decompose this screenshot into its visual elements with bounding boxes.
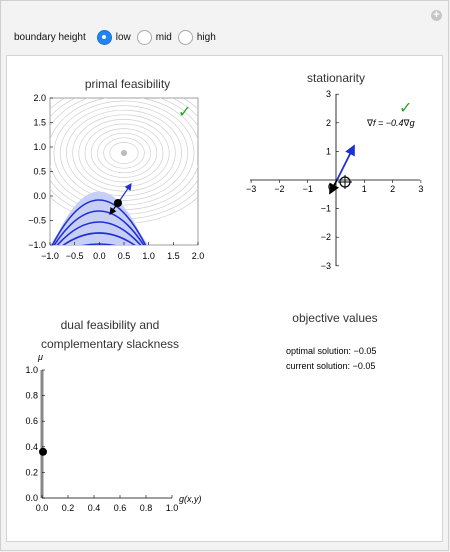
stationarity-y-tick-label: 3 xyxy=(326,89,331,99)
feasible-boundary-curve xyxy=(81,243,117,245)
contour-line xyxy=(109,142,139,164)
radio-low[interactable]: low xyxy=(96,29,131,45)
stationarity-y-tick-label: −3 xyxy=(321,261,331,271)
primal-check-icon: ✓ xyxy=(178,104,191,121)
radio-mid-indicator[interactable] xyxy=(136,29,152,45)
primal-y-tick-label: 0.5 xyxy=(33,167,46,177)
contour-line xyxy=(66,109,182,197)
radio-low-indicator[interactable] xyxy=(96,29,112,45)
stationarity-x-tick-label: −2 xyxy=(274,184,284,194)
contour-line xyxy=(72,114,176,192)
primal-y-tick-label: 1.5 xyxy=(33,118,46,128)
contour-line xyxy=(97,132,151,174)
stationarity-x-tick-label: 2 xyxy=(390,184,395,194)
primal-x-tick-label: 2.0 xyxy=(192,251,205,261)
stationarity-title: stationarity xyxy=(306,71,366,85)
dual-title-line2: complementary slackness xyxy=(40,337,180,351)
primal-contours xyxy=(50,98,198,245)
stationarity-x-tick-label: −1 xyxy=(303,184,313,194)
dual-x-tick-label: 0.0 xyxy=(36,503,49,513)
crosshair-icon[interactable] xyxy=(338,175,352,189)
feasible-boundary-curve xyxy=(53,210,145,245)
primal-x-tick-label: 0.0 xyxy=(93,251,106,261)
primal-y-tick-label: −1.0 xyxy=(28,240,46,250)
dual-x-tick-label: 0.6 xyxy=(114,503,127,513)
radio-high[interactable]: high xyxy=(177,29,216,45)
optimal-value: −0.05 xyxy=(353,346,377,356)
add-icon[interactable]: + xyxy=(431,10,442,21)
radio-high-label: high xyxy=(196,31,216,43)
dual-x-tick-label: 0.8 xyxy=(140,503,153,513)
current-solution-row: current solution: −0.05 xyxy=(286,361,375,371)
objective-title: objective values xyxy=(292,311,378,325)
radio-mid[interactable]: mid xyxy=(136,29,172,45)
current-label: current solution: xyxy=(286,361,351,371)
primal-y-tick-label: 0.0 xyxy=(33,191,46,201)
stationarity-check-icon: ✓ xyxy=(399,100,412,117)
boundary-height-control: boundary height low mid high xyxy=(14,27,222,47)
grad-f-arrow xyxy=(329,179,340,195)
dual-y-tick-label: 0.8 xyxy=(25,391,38,401)
stationarity-x-tick-label: 1 xyxy=(362,184,367,194)
primal-y-tick-label: 2.0 xyxy=(33,93,46,103)
primal-y-tick-label: 1.0 xyxy=(33,142,46,152)
current-value: −0.05 xyxy=(352,361,376,371)
stationarity-y-tick-label: 1 xyxy=(326,146,331,156)
radio-low-label: low xyxy=(115,31,131,43)
dual-title-line1: dual feasibility and xyxy=(60,318,160,332)
dual-y-tick-label: 0.2 xyxy=(25,467,38,477)
stationarity-x-tick-label: −3 xyxy=(246,184,256,194)
dual-axes: 0.0 0.2 0.4 0.6 0.8 1.0 1.0 0.8 0.6 0.4 0.2 0.0 xyxy=(25,365,178,513)
primal-unconstrained-minimum xyxy=(121,150,127,156)
dual-y-tick-label: 0.0 xyxy=(25,493,38,503)
feasible-boundary-curve xyxy=(62,232,136,245)
primal-x-tick-label: −0.5 xyxy=(66,251,84,261)
optimal-solution-row: optimal solution: −0.05 xyxy=(286,346,376,356)
contour-line xyxy=(53,100,195,206)
feasible-boundary-curve xyxy=(56,221,142,245)
contour-line xyxy=(78,119,170,187)
mu-point[interactable] xyxy=(39,447,47,456)
primal-y-tick-label: −0.5 xyxy=(28,216,46,226)
optimal-label: optimal solution: xyxy=(286,346,352,356)
dual-y-tick-label: 0.6 xyxy=(25,416,38,426)
dual-x-axis-label: g(x,y) xyxy=(179,494,202,504)
primal-x-tick-label: 1.0 xyxy=(142,251,155,261)
radio-high-indicator[interactable] xyxy=(177,29,193,45)
radio-mid-label: mid xyxy=(155,31,172,43)
primal-x-tick-label: −1.0 xyxy=(41,251,59,261)
dual-x-tick-label: 0.2 xyxy=(62,503,75,513)
stationarity-equation: ∇f = −0.4∇g xyxy=(367,118,415,128)
grad-g-arrow xyxy=(336,144,355,181)
contour-line xyxy=(103,137,145,169)
primal-x-tick-label: 0.5 xyxy=(118,251,131,261)
dual-y-axis-label: μ xyxy=(38,352,43,362)
primal-title: primal feasibility xyxy=(84,77,171,91)
contour-line xyxy=(59,105,189,201)
dual-y-tick-label: 1.0 xyxy=(25,365,38,375)
primal-current-point[interactable] xyxy=(114,199,122,207)
feasible-boundary-curve xyxy=(51,199,147,245)
dual-x-tick-label: 1.0 xyxy=(166,503,179,513)
stationarity-y-tick-label: −2 xyxy=(321,232,331,242)
boundary-height-label: boundary height xyxy=(14,31,86,43)
stationarity-y-tick-label: −1 xyxy=(321,204,331,214)
stationarity-y-tick-label: 2 xyxy=(326,118,331,128)
contour-line xyxy=(84,123,164,183)
primal-feasible-region xyxy=(50,191,148,245)
dual-y-tick-label: 0.4 xyxy=(25,442,38,452)
primal-x-tick-label: 1.5 xyxy=(167,251,180,261)
dual-x-tick-label: 0.4 xyxy=(88,503,101,513)
contour-line xyxy=(90,128,158,178)
stationarity-x-tick-label: 3 xyxy=(418,184,423,194)
